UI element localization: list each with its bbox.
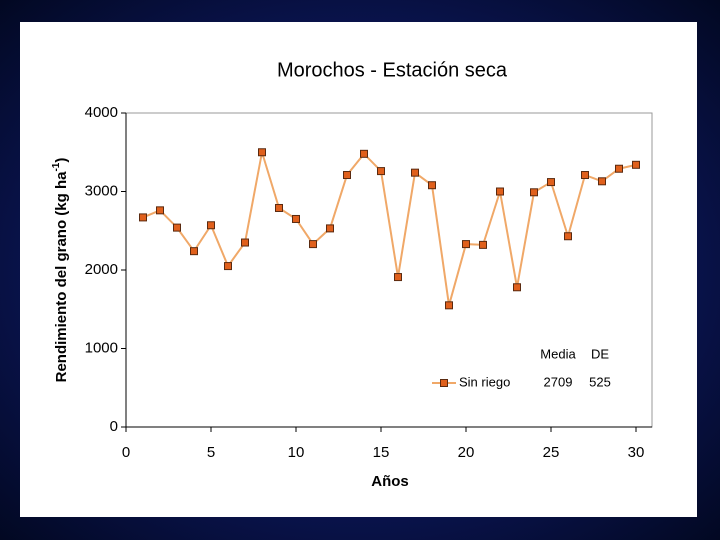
stats-header: DE	[591, 346, 609, 361]
x-tick-label: 0	[122, 444, 130, 461]
stats-value: 525	[589, 374, 611, 389]
data-point	[496, 187, 504, 196]
x-axis-label: Años	[371, 473, 409, 490]
data-point	[394, 273, 402, 282]
data-point	[632, 160, 640, 169]
data-point	[428, 181, 436, 190]
data-point	[190, 247, 198, 256]
data-point	[241, 238, 249, 247]
x-tick-label: 30	[628, 444, 645, 461]
y-tick-label: 0	[110, 418, 118, 435]
data-point	[292, 214, 300, 223]
legend-marker	[440, 379, 448, 387]
y-label-sup: -1	[51, 162, 62, 171]
x-tick-label: 20	[458, 444, 475, 461]
data-point	[564, 232, 572, 241]
x-tick-label: 10	[288, 444, 305, 461]
y-tick-label: 3000	[85, 182, 118, 199]
data-point	[615, 164, 623, 173]
data-point	[139, 213, 147, 222]
stats-header: Media	[540, 346, 576, 361]
data-point	[530, 188, 538, 197]
data-point	[598, 177, 606, 186]
data-point	[275, 203, 283, 212]
y-axis-label: Rendimiento del grano (kg ha-1)	[51, 158, 70, 383]
series-line	[142, 151, 637, 306]
data-point	[326, 224, 334, 233]
data-point	[224, 262, 232, 271]
legend-label: Sin riego	[459, 374, 510, 389]
y-tick-label: 1000	[85, 339, 118, 356]
data-point	[377, 167, 385, 176]
data-point	[309, 240, 317, 249]
x-tick-label: 5	[207, 444, 215, 461]
x-tick-label: 25	[543, 444, 560, 461]
data-point	[411, 168, 419, 177]
data-point	[581, 171, 589, 180]
panel	[20, 22, 697, 517]
data-point	[173, 223, 181, 232]
data-point	[343, 171, 351, 180]
x-tick-label: 15	[373, 444, 390, 461]
data-point	[513, 283, 521, 292]
y-tick-label: 4000	[85, 104, 118, 121]
data-point	[547, 178, 555, 187]
stats-value: 2709	[544, 374, 573, 389]
data-point	[479, 240, 487, 249]
y-label-text: Rendimiento del grano (kg ha	[53, 171, 70, 383]
data-point	[360, 149, 368, 158]
data-point	[462, 240, 470, 249]
data-point	[445, 301, 453, 310]
data-point	[207, 221, 215, 230]
data-point	[156, 206, 164, 215]
chart-title: Morochos - Estación seca	[277, 59, 508, 81]
y-label-end: )	[53, 158, 70, 163]
data-point	[258, 148, 266, 157]
y-tick-label: 2000	[85, 261, 118, 278]
